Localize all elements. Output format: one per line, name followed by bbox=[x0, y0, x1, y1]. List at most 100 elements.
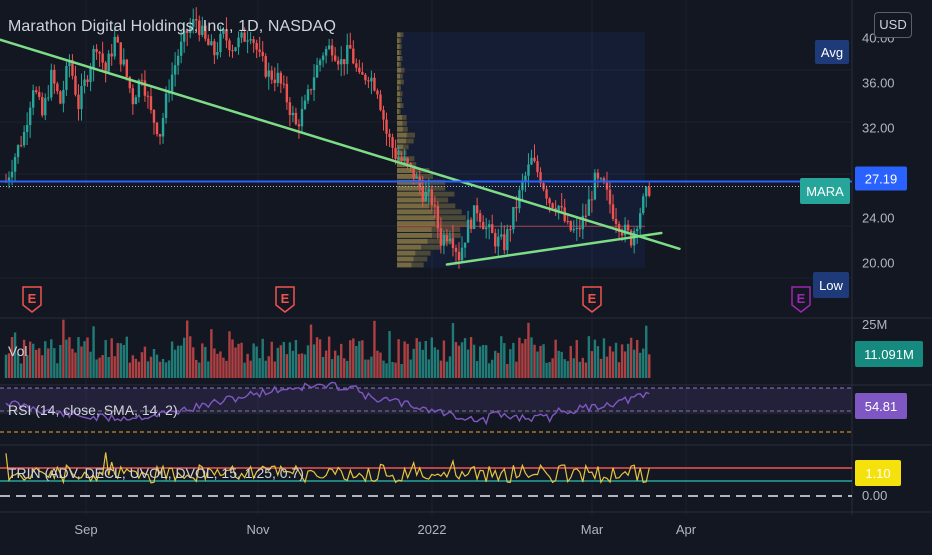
volume-profile-bar-down bbox=[401, 80, 404, 85]
candle-body bbox=[388, 134, 390, 137]
candle-body bbox=[47, 97, 49, 98]
candle-body bbox=[295, 113, 297, 124]
volume-bar bbox=[413, 349, 415, 378]
rsi-pane-label: RSI (14, close, SMA, 14, 2) bbox=[8, 402, 178, 418]
candle-body bbox=[101, 54, 103, 63]
volume-profile-bar-down bbox=[406, 139, 414, 144]
volume-profile-bar-up bbox=[397, 139, 406, 144]
candle-body bbox=[449, 238, 451, 241]
candle-body bbox=[132, 88, 134, 104]
volume-bar bbox=[358, 341, 360, 378]
candle-body bbox=[274, 80, 276, 83]
volume-bar bbox=[470, 337, 472, 378]
candle-body bbox=[207, 39, 209, 45]
volume-bar bbox=[355, 346, 357, 378]
candle-body bbox=[358, 68, 360, 72]
volume-bar bbox=[539, 346, 541, 378]
volume-bar bbox=[385, 363, 387, 378]
earnings-marker-label: E bbox=[281, 291, 290, 306]
candle-body bbox=[11, 172, 13, 178]
volume-bar bbox=[521, 343, 523, 378]
volume-bar bbox=[231, 339, 233, 378]
volume-profile-bar-down bbox=[432, 227, 460, 232]
volume-bar bbox=[147, 361, 149, 378]
volume-bar bbox=[141, 352, 143, 378]
volume-bar bbox=[645, 326, 647, 378]
candle-body bbox=[349, 45, 351, 49]
volume-bar bbox=[361, 340, 363, 378]
earnings-marker-label: E bbox=[28, 291, 37, 306]
candle-body bbox=[627, 225, 629, 231]
volume-bar bbox=[397, 339, 399, 378]
volume-bar bbox=[237, 344, 239, 378]
volume-bar bbox=[621, 344, 623, 378]
candle-body bbox=[467, 220, 469, 243]
volume-bar bbox=[533, 345, 535, 378]
volume-bar bbox=[500, 336, 502, 378]
candle-body bbox=[316, 65, 318, 77]
volume-bar bbox=[277, 348, 279, 378]
volume-profile-bar-up bbox=[397, 133, 407, 138]
candle-body bbox=[123, 60, 125, 65]
volume-profile-bar-down bbox=[414, 257, 428, 262]
volume-bar bbox=[455, 342, 457, 378]
volume-bar bbox=[554, 340, 556, 378]
candle-body bbox=[265, 56, 267, 77]
volume-bar bbox=[295, 340, 297, 378]
volume-profile-bar-down bbox=[400, 74, 403, 79]
volume-bar bbox=[446, 362, 448, 378]
candle-body bbox=[56, 84, 58, 92]
volume-bar bbox=[479, 346, 481, 378]
volume-bar bbox=[192, 347, 194, 378]
candle-body bbox=[428, 189, 430, 191]
volume-bar bbox=[337, 355, 339, 378]
candle-body bbox=[352, 49, 354, 64]
candle-body bbox=[645, 187, 647, 196]
volume-bar bbox=[476, 361, 478, 378]
volume-profile-bar-down bbox=[402, 121, 406, 126]
time-axis-tick: Mar bbox=[581, 522, 604, 537]
candle-body bbox=[485, 227, 487, 229]
volume-bar bbox=[234, 347, 236, 378]
volume-bar bbox=[491, 360, 493, 378]
candle-body bbox=[262, 52, 264, 56]
volume-bar bbox=[95, 359, 97, 378]
volume-bar bbox=[171, 341, 173, 378]
volume-bar bbox=[210, 329, 212, 378]
candle-body bbox=[527, 164, 529, 175]
candle-body bbox=[310, 89, 312, 90]
candle-body bbox=[364, 75, 366, 81]
candle-body bbox=[476, 205, 478, 213]
volume-profile-bar-up bbox=[397, 38, 399, 43]
candle-body bbox=[446, 235, 448, 241]
volume-profile-bar-up bbox=[397, 251, 415, 256]
candle-body bbox=[567, 221, 569, 222]
volume-bar bbox=[29, 342, 31, 378]
volume-profile-bar-up bbox=[397, 227, 432, 232]
currency-button[interactable]: USD bbox=[874, 12, 912, 38]
volume-profile-bar-up bbox=[397, 239, 428, 244]
volume-profile-box bbox=[397, 32, 645, 268]
volume-bar bbox=[319, 339, 321, 378]
volume-bar bbox=[530, 337, 532, 378]
candle-body bbox=[322, 56, 324, 61]
volume-bar bbox=[600, 359, 602, 378]
candle-body bbox=[23, 132, 25, 145]
chart-title: Marathon Digital Holdings, Inc., 1D, NAS… bbox=[8, 18, 336, 36]
candle-body bbox=[400, 158, 402, 160]
volume-profile-bar-up bbox=[397, 245, 421, 250]
candle-body bbox=[524, 176, 526, 181]
candle-body bbox=[533, 158, 535, 161]
volume-bar bbox=[156, 355, 158, 378]
volume-bar bbox=[83, 341, 85, 378]
candle-body bbox=[156, 123, 158, 134]
volume-bar bbox=[388, 331, 390, 378]
candle-body bbox=[588, 199, 590, 215]
volume-bar bbox=[422, 350, 424, 378]
candle-body bbox=[470, 220, 472, 229]
candle-body bbox=[255, 43, 257, 50]
volume-bar bbox=[515, 362, 517, 378]
time-axis-tick: Nov bbox=[246, 522, 270, 537]
